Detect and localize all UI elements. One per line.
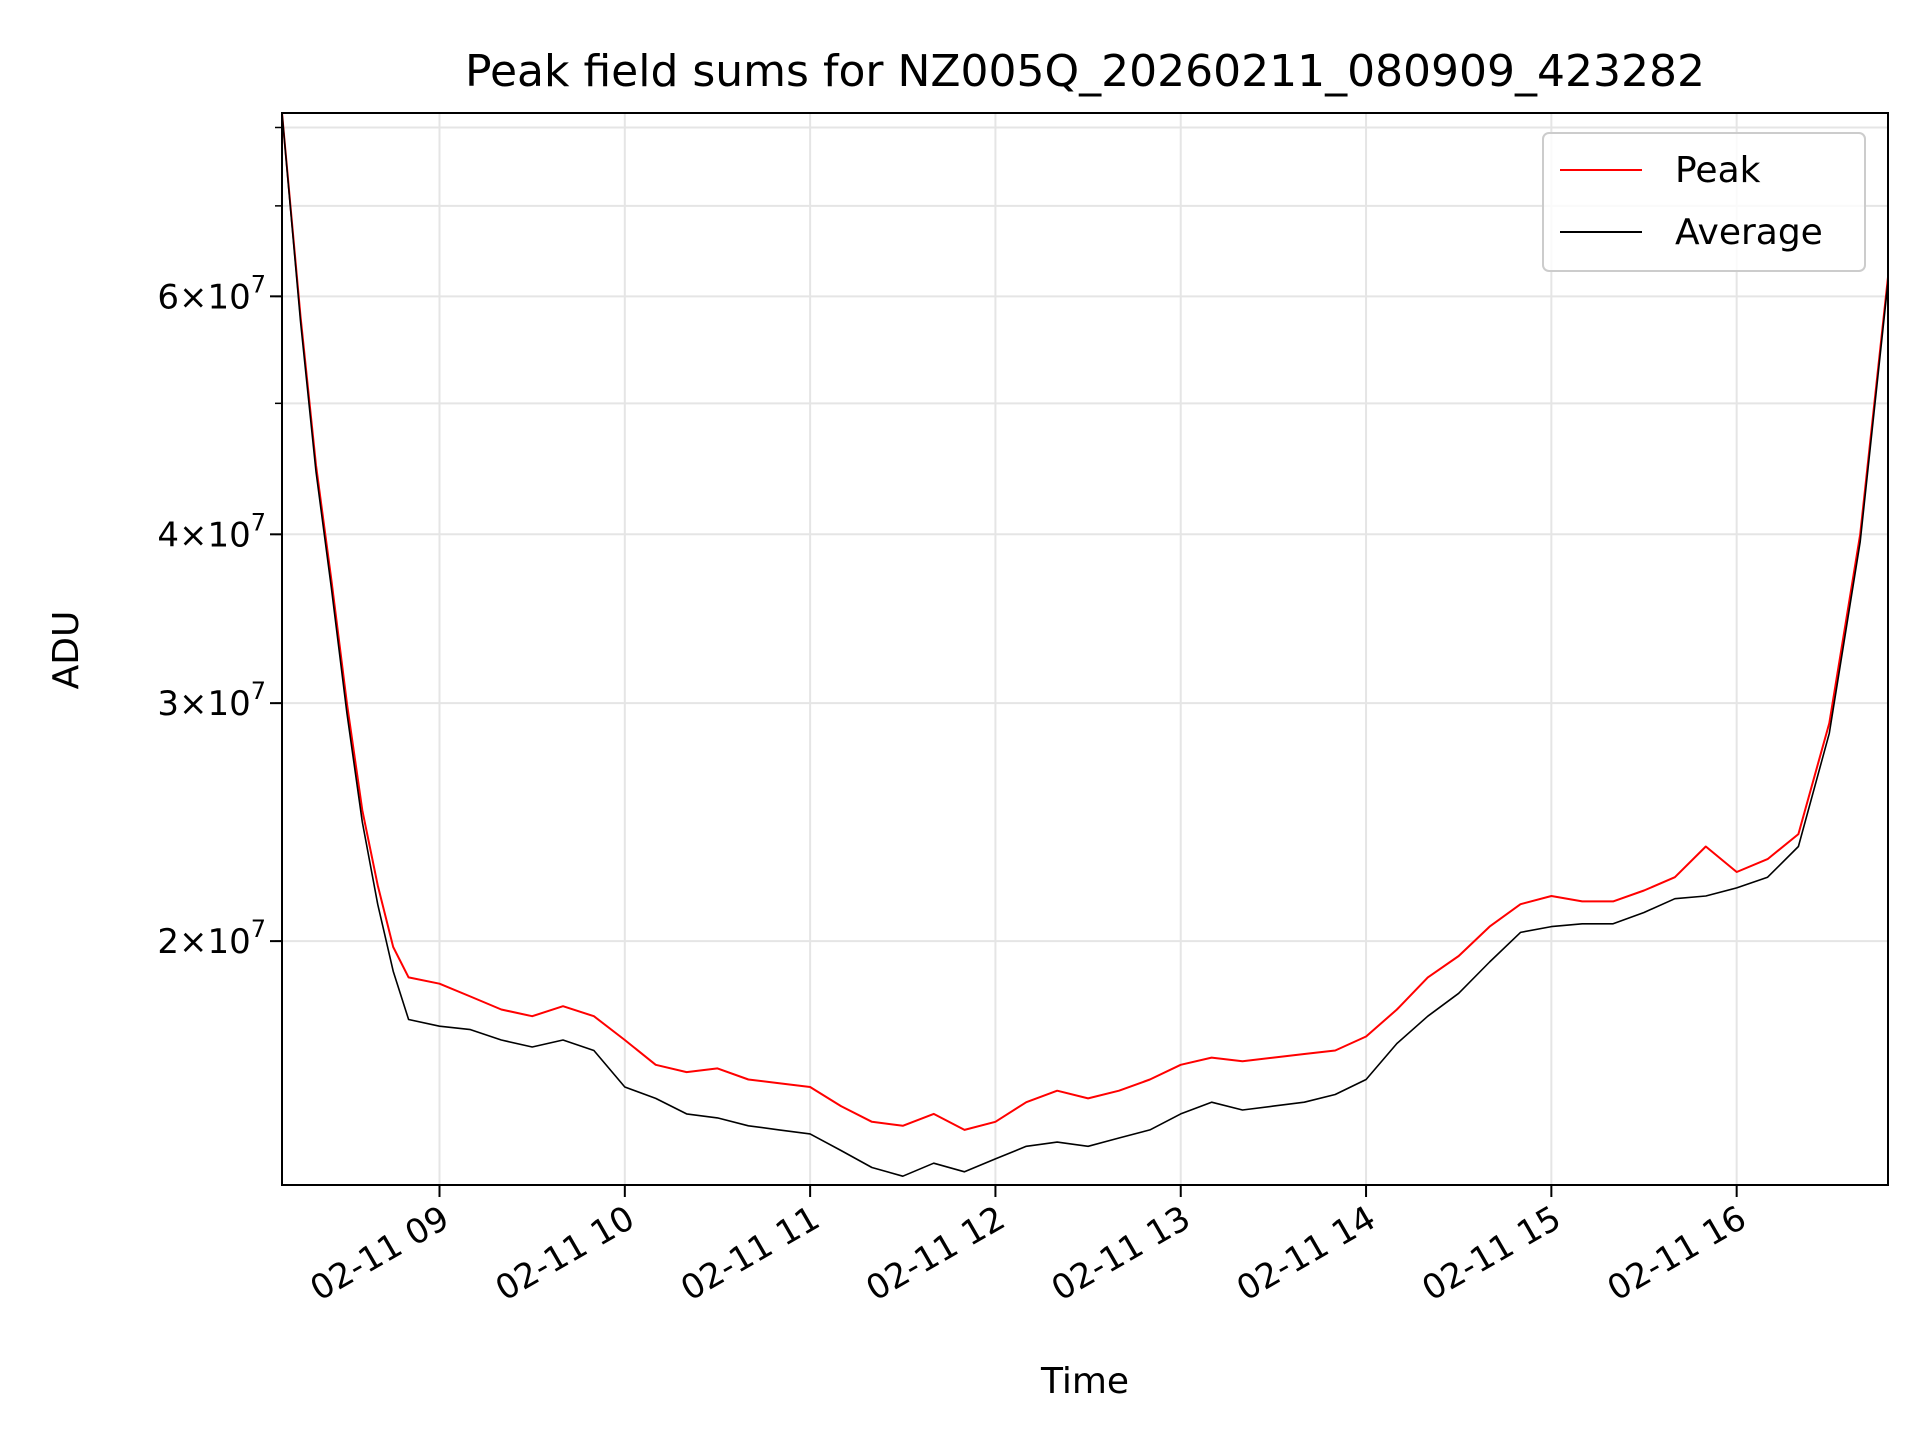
x-axis-label: Time [1040,1361,1129,1402]
y-tick-label: 4×107 [157,508,266,555]
series-line-peak [281,112,1889,1131]
x-tick-label: 02-11 10 [489,1198,641,1309]
x-grid-lines [438,113,1738,1185]
chart-title: Peak field sums for NZ005Q_20260211_0809… [465,46,1705,97]
legend-label-average: Average [1675,212,1823,253]
series-group [281,112,1889,1177]
y-axis-ticks: 2×107 3×107 4×107 6×107 [157,126,282,962]
x-tick-label: 02-11 14 [1230,1198,1382,1309]
legend: Peak Average [1542,132,1866,272]
y-tick-label: 3×107 [157,677,266,724]
y-grid-lines [282,126,1888,943]
plot-frame [281,112,1889,1186]
legend-box [1542,132,1866,272]
x-tick-label: 02-11 09 [304,1198,456,1309]
y-tick-label: 2×107 [157,915,266,962]
x-tick-label: 02-11 16 [1601,1198,1753,1309]
x-tick-label: 02-11 13 [1045,1198,1197,1309]
x-tick-label: 02-11 15 [1415,1198,1567,1309]
x-tick-label: 02-11 11 [674,1198,826,1309]
legend-label-peak: Peak [1675,150,1761,191]
y-axis-label: ADU [46,611,87,690]
y-tick-label: 6×107 [157,270,266,317]
series-line-average [281,112,1889,1177]
x-tick-label: 02-11 12 [860,1198,1012,1309]
x-axis-ticks: 02-11 09 02-11 10 02-11 11 02-11 12 02-11 13… [304,1185,1753,1309]
